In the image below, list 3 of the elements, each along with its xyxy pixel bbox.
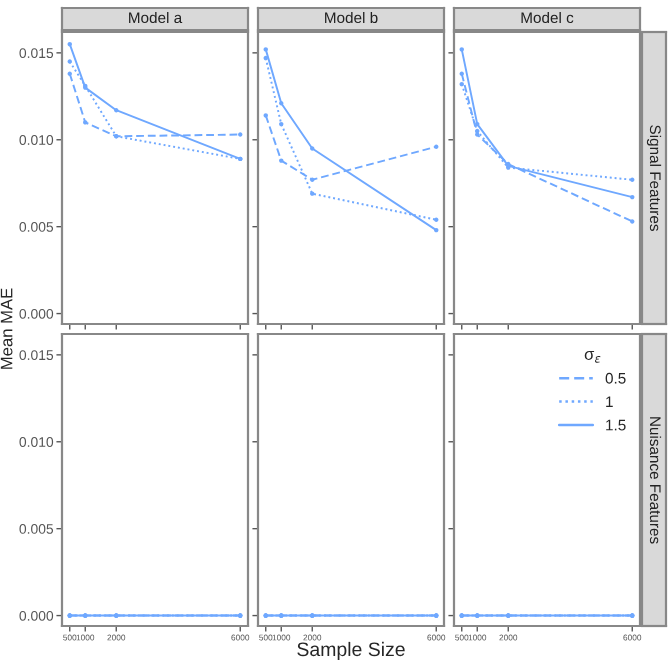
legend-title: σ$_{ε}$ bbox=[584, 350, 601, 363]
y-axis-title: Mean MAE bbox=[0, 288, 13, 369]
x-axis-title: Sample Size bbox=[297, 641, 405, 660]
